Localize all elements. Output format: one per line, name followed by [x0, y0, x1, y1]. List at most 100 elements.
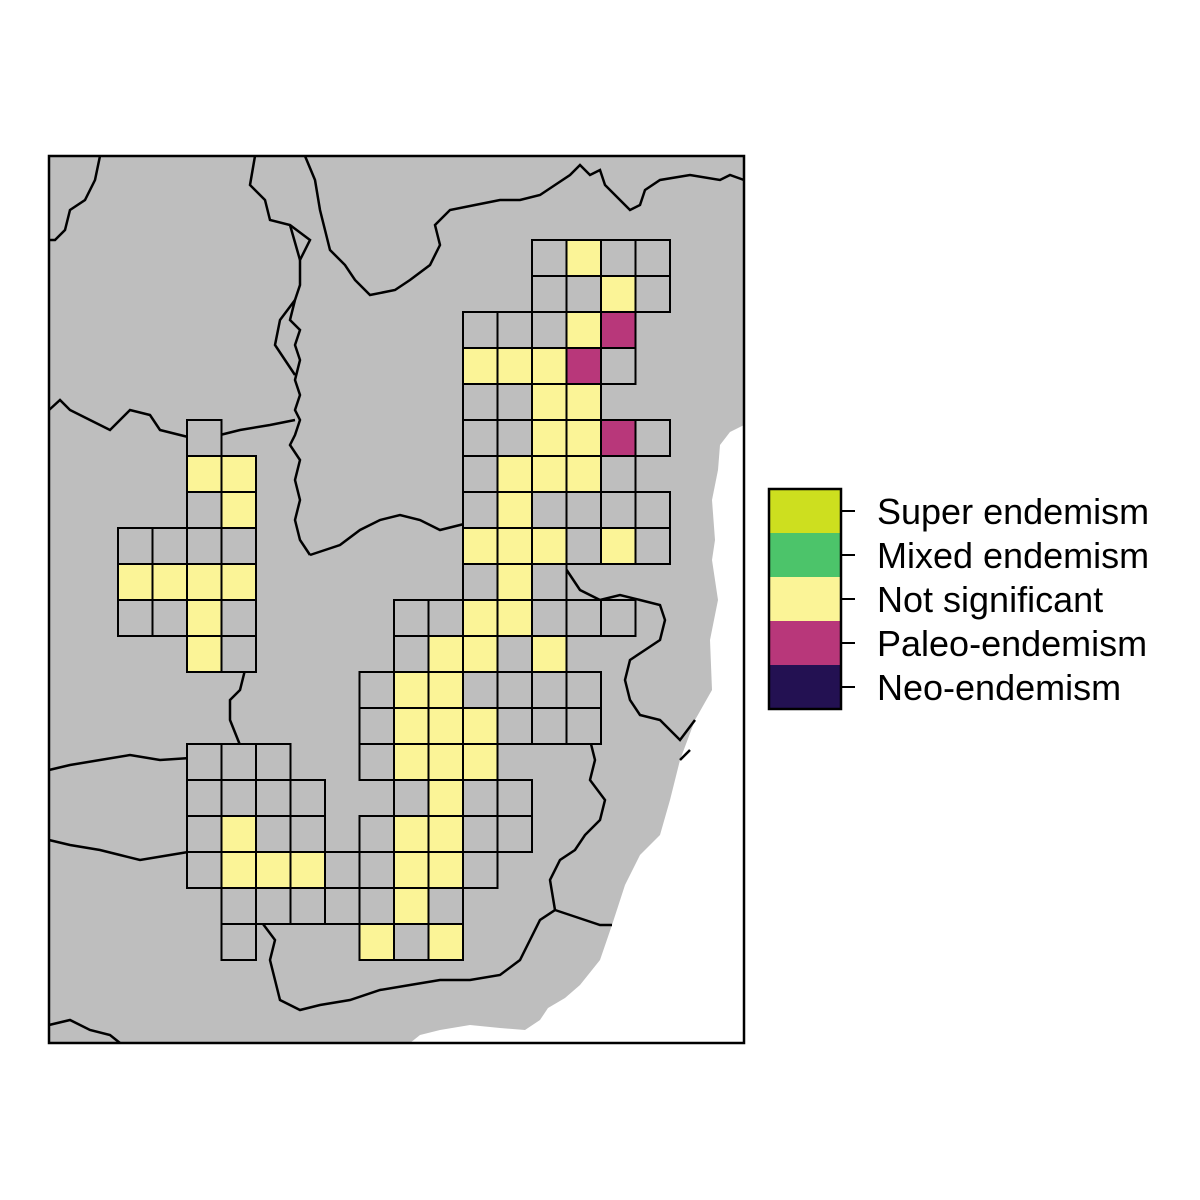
grid-cell-empty: [255, 815, 292, 853]
grid-cell-ns: [358, 923, 395, 961]
grid-cell-empty: [634, 275, 671, 313]
map-panel: [47, 154, 746, 1045]
grid-cell-ns: [289, 851, 326, 889]
grid-cell-ns: [462, 635, 499, 673]
legend-swatch-mixed: [769, 533, 841, 577]
legend-label-paleo: Paleo-endemism: [877, 623, 1147, 664]
grid-cell-ns: [220, 563, 257, 601]
grid-cell-ns: [186, 599, 223, 637]
legend-swatch-neo: [769, 665, 841, 709]
grid-cell-ns: [427, 743, 464, 781]
grid-cell-empty: [531, 563, 568, 601]
grid-cell-ns: [393, 671, 430, 709]
grid-cell-empty: [462, 383, 499, 421]
grid-cell-empty: [358, 707, 395, 745]
grid-cell-ns: [220, 455, 257, 493]
grid-cell-ns: [496, 347, 533, 385]
grid-cell-empty: [186, 815, 223, 853]
grid-cell-empty: [358, 743, 395, 781]
grid-cell-paleo: [565, 347, 602, 385]
grid-cell-empty: [496, 815, 533, 853]
grid-cell-empty: [255, 779, 292, 817]
grid-cell-empty: [220, 887, 257, 925]
grid-cell-ns: [393, 815, 430, 853]
grid-cell-empty: [358, 887, 395, 925]
grid-cell-ns: [186, 635, 223, 673]
grid-cell-ns: [393, 887, 430, 925]
grid-cell-ns: [531, 383, 568, 421]
grid-cell-ns: [496, 491, 533, 529]
legend-swatch-super: [769, 489, 841, 533]
grid-cell-ns: [427, 779, 464, 817]
grid-cell-empty: [565, 599, 602, 637]
grid-cell-ns: [427, 671, 464, 709]
grid-cell-ns: [496, 455, 533, 493]
grid-cell-ns: [393, 851, 430, 889]
ocean-area: [410, 425, 744, 1043]
grid-cell-ns: [462, 599, 499, 637]
state-borders: [48, 155, 745, 1044]
grid-cell-empty: [186, 779, 223, 817]
grid-cell-empty: [393, 599, 430, 637]
legend-colorbar-frame: [767, 487, 843, 711]
grid-cell-empty: [565, 527, 602, 565]
grid-cell-empty: [358, 815, 395, 853]
grid-cell-empty: [565, 275, 602, 313]
grid-cell-empty: [289, 887, 326, 925]
grid-cell-empty: [600, 239, 637, 277]
grid-cell-ns: [462, 527, 499, 565]
grid-cell-empty: [186, 743, 223, 781]
grid-cell-empty: [496, 707, 533, 745]
grid-cell-empty: [565, 671, 602, 709]
grid-cell-empty: [496, 383, 533, 421]
grid-cell-empty: [427, 887, 464, 925]
grid-cell-empty: [220, 779, 257, 817]
grid-cell-paleo: [600, 311, 637, 349]
grid-cell-empty: [117, 599, 154, 637]
grid-cells-layer: [117, 239, 671, 961]
grid-cell-ns: [496, 527, 533, 565]
grid-cell-empty: [186, 419, 223, 457]
grid-cell-ns: [565, 419, 602, 457]
grid-cell-ns: [427, 635, 464, 673]
grid-cell-ns: [496, 563, 533, 601]
grid-cell-empty: [393, 779, 430, 817]
grid-cell-ns: [427, 707, 464, 745]
grid-cell-ns: [427, 815, 464, 853]
grid-cell-empty: [565, 491, 602, 529]
grid-cell-ns: [220, 491, 257, 529]
grid-cell-empty: [462, 491, 499, 529]
grid-cell-empty: [600, 599, 637, 637]
grid-cell-ns: [531, 419, 568, 457]
grid-cell-empty: [462, 851, 499, 889]
grid-cell-empty: [358, 671, 395, 709]
grid-cell-empty: [531, 311, 568, 349]
grid-cell-empty: [531, 707, 568, 745]
grid-cell-empty: [600, 455, 637, 493]
grid-cell-ns: [565, 311, 602, 349]
grid-cell-empty: [358, 851, 395, 889]
grid-cell-ns: [462, 347, 499, 385]
grid-cell-empty: [220, 743, 257, 781]
grid-cell-empty: [324, 887, 361, 925]
grid-cell-ns: [220, 851, 257, 889]
grid-cell-empty: [255, 887, 292, 925]
grid-cell-empty: [634, 491, 671, 529]
grid-cell-ns: [531, 347, 568, 385]
grid-cell-empty: [531, 671, 568, 709]
grid-cell-ns: [186, 563, 223, 601]
grid-cell-empty: [565, 707, 602, 745]
grid-cell-empty: [462, 563, 499, 601]
legend-swatch-paleo: [769, 621, 841, 665]
grid-cell-empty: [600, 491, 637, 529]
grid-cell-ns: [117, 563, 154, 601]
grid-cell-empty: [220, 527, 257, 565]
grid-cell-ns: [393, 707, 430, 745]
grid-cell-empty: [462, 779, 499, 817]
grid-cell-ns: [565, 455, 602, 493]
grid-cell-empty: [462, 311, 499, 349]
grid-cell-empty: [289, 815, 326, 853]
grid-cell-ns: [427, 851, 464, 889]
